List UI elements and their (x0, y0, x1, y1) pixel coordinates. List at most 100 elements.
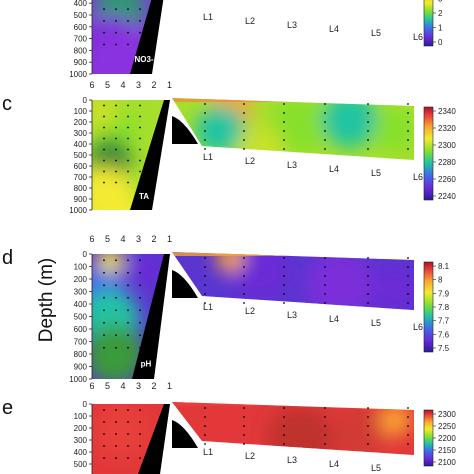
sample-point (204, 434, 206, 436)
heatmap-cell (373, 108, 414, 152)
sample-point (127, 421, 129, 423)
sample-points (103, 257, 409, 349)
sample-point (115, 309, 117, 312)
section-station-label: L2 (245, 306, 255, 316)
sample-point (204, 407, 206, 409)
sample-point (127, 104, 129, 107)
depth-tick-label: 600 (74, 23, 88, 32)
sample-point (243, 284, 245, 286)
heatmap-cell (371, 266, 414, 314)
colorbar-tick-label: 7.9 (438, 289, 450, 298)
depth-tick-label: 1000 (69, 70, 87, 79)
sample-point (324, 443, 326, 445)
sample-point (367, 148, 369, 150)
sample-point (103, 20, 105, 22)
sample-point (243, 275, 245, 277)
sample-point (283, 257, 285, 259)
sample-point (103, 8, 105, 11)
depth-tick-label: 700 (74, 338, 88, 347)
sample-point (243, 407, 245, 409)
colorbar-tick-label: 2300 (438, 141, 456, 150)
sample-point (103, 137, 105, 140)
colorbar-tick-label: 2150 (438, 446, 456, 455)
surface-band (172, 252, 414, 256)
sample-point (127, 271, 129, 274)
heatmap-cell (322, 98, 378, 148)
sample-point (407, 275, 409, 277)
sample-point (204, 257, 206, 259)
section-station-label: L1 (203, 152, 213, 162)
depth-tick-label: 300 (74, 288, 88, 297)
section-station-label: L4 (329, 459, 339, 469)
seamount-bathymetry (172, 420, 198, 448)
heatmap-cell (96, 252, 124, 276)
sample-point (139, 334, 141, 337)
colorbar-tick-label: 7.5 (438, 344, 450, 353)
sample-point (103, 433, 105, 435)
shelf-station-label: 3 (136, 234, 141, 244)
section-station-label: L2 (245, 451, 255, 461)
slope-bathymetry (138, 404, 170, 474)
shelf-station-label: 4 (120, 381, 125, 391)
heatmap-cell (92, 325, 145, 379)
sample-point (139, 321, 141, 324)
sample-point (103, 296, 105, 299)
depth-axis: 0 100 200 300 400 500 600 700 800 900 1000 (69, 250, 93, 384)
sample-point (127, 137, 129, 140)
sample-point (127, 170, 129, 173)
colorbar-tick-label: 2100 (438, 458, 456, 467)
sample-point (324, 257, 326, 259)
sample-point (204, 130, 206, 132)
heatmap-cell (195, 105, 245, 155)
sample-point (115, 104, 117, 107)
sample-point (407, 293, 409, 295)
sample-point (103, 346, 105, 349)
sample-point (115, 159, 117, 162)
sample-point (115, 259, 117, 262)
sample-point (139, 271, 141, 274)
sample-point (204, 302, 206, 304)
depth-tick-label: 200 (74, 118, 88, 127)
depth-tick-label: 800 (74, 184, 88, 193)
sample-point (367, 257, 369, 259)
sample-point (103, 421, 105, 423)
panel-letter: c (2, 93, 12, 115)
shelf-station-label: 1 (167, 234, 172, 244)
heatmap-cell (160, 0, 240, 40)
sample-point (283, 416, 285, 418)
colorbar-tick-label: 2200 (438, 434, 456, 443)
colorbar: 2340 2320 2300 2280 2260 2240 (423, 106, 456, 201)
sample-point (407, 443, 409, 445)
sample-point (204, 275, 206, 277)
colorbar: 8.1 8 7.9 7.8 7.7 7.6 7.5 (423, 261, 450, 353)
depth-tick-label: 100 (74, 263, 88, 272)
sample-point (283, 266, 285, 268)
sample-point (127, 8, 129, 11)
sample-point (324, 275, 326, 277)
shelf-station-label: 6 (89, 381, 94, 391)
heatmap-cell (306, 252, 374, 319)
sample-point (204, 284, 206, 286)
shelf-station-label: 4 (120, 234, 125, 244)
sample-point (243, 443, 245, 445)
shelf-station-label: 2 (151, 234, 156, 244)
sample-point (283, 103, 285, 105)
colorbar-tick-label: 7.7 (438, 317, 450, 326)
heatmap-cell (272, 98, 328, 153)
sample-point (407, 257, 409, 259)
sample-point (103, 321, 105, 324)
variable-label: NO3- (134, 55, 153, 64)
sample-point (127, 159, 129, 162)
sample-point (367, 121, 369, 123)
sample-point (367, 434, 369, 436)
sample-points (103, 407, 409, 459)
sample-point (127, 409, 129, 411)
sample-point (127, 445, 129, 447)
sample-point (103, 115, 105, 118)
depth-axis: 400 500 600 700 800 900 1000 (69, 0, 93, 79)
sample-point (127, 126, 129, 129)
sample-point (103, 334, 105, 337)
colorbar-tick-label: 2320 (438, 124, 456, 133)
sample-point (139, 115, 141, 118)
